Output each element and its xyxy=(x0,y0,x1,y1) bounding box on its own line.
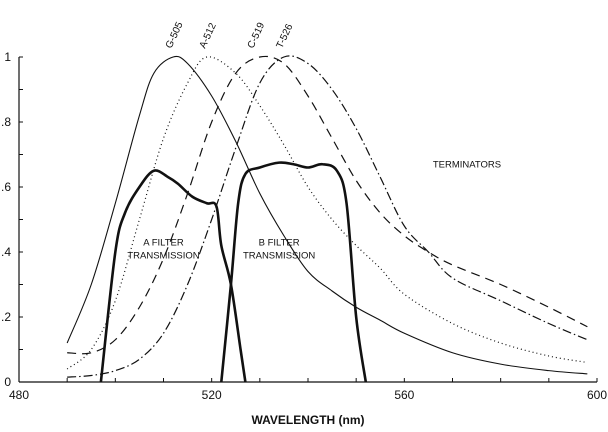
y-tick-label: 0 xyxy=(4,375,11,389)
y-tick-label: .2 xyxy=(1,310,11,324)
x-tick-label: 520 xyxy=(202,388,222,402)
y-tick-label: .8 xyxy=(1,115,11,129)
y-tick-label: 1 xyxy=(4,50,11,64)
x-tick-label: 600 xyxy=(587,388,607,402)
x-tick-label: 480 xyxy=(9,388,29,402)
series-line-a-512 xyxy=(66,56,588,370)
annotation-label: B FILTER xyxy=(259,238,300,249)
curve-label: T-526 xyxy=(275,22,296,50)
annotation-label: TRANSMISSION xyxy=(243,251,315,262)
y-tick-label: .4 xyxy=(1,245,11,259)
x-tick-label: 560 xyxy=(394,388,414,402)
annotation-label: TRANSMISSION xyxy=(127,251,199,262)
annotation-label: TERMINATORS xyxy=(433,160,501,171)
curve-label: C-519 xyxy=(246,21,268,51)
series-line-t-526 xyxy=(67,55,588,378)
y-tick-label: .6 xyxy=(1,180,11,194)
x-axis-label: WAVELENGTH (nm) xyxy=(251,413,364,427)
curve-label: G-505 xyxy=(164,20,186,50)
series-line-g-505 xyxy=(66,55,588,375)
series-line-b-filter-transmission xyxy=(220,161,368,383)
annotation-label: A FILTER xyxy=(143,238,184,249)
series-line-c-519 xyxy=(67,55,588,355)
curve-label: A-512 xyxy=(198,21,219,50)
